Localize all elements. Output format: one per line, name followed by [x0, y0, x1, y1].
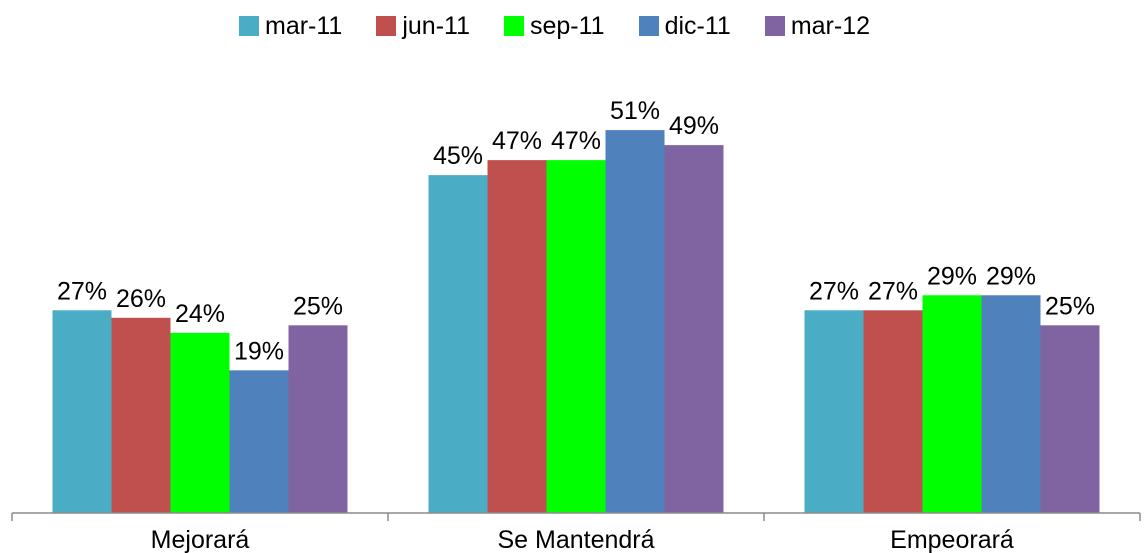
chart-legend: mar-11 jun-11 sep-11 dic-11 mar-12	[239, 10, 904, 42]
bar-dic-11-2	[981, 295, 1041, 513]
bar-mar-12-1	[664, 145, 724, 513]
legend-label: jun-11	[402, 11, 470, 40]
bar-jun-11-0	[111, 317, 171, 513]
legend-item-jun-11: jun-11	[376, 11, 470, 40]
data-label: 29%	[986, 262, 1036, 290]
category-tick-label: Empeorará	[890, 526, 1014, 553]
bar-mar-11-2	[804, 310, 864, 513]
legend-item-mar-11: mar-11	[239, 11, 343, 40]
data-label: 47%	[551, 127, 601, 155]
x-axis: Mejorará Se Mantendrá Empeorará	[11, 512, 1141, 553]
data-label: 26%	[116, 285, 166, 313]
data-label: 19%	[234, 337, 284, 365]
legend-swatch	[638, 16, 659, 36]
legend-item-sep-11: sep-11	[503, 11, 605, 40]
legend-swatch	[239, 16, 259, 36]
legend-item-dic-11: dic-11	[638, 11, 731, 40]
bar-mar-12-2	[1040, 325, 1100, 513]
data-label: 25%	[1045, 292, 1095, 320]
legend-swatch	[376, 16, 397, 36]
legend-label: mar-12	[790, 11, 871, 40]
bar-mar-11-0	[52, 310, 112, 513]
legend-label: dic-11	[664, 11, 731, 40]
data-label: 27%	[868, 277, 918, 305]
bars-layer	[52, 130, 1100, 513]
category-tick-label: Mejorará	[151, 526, 250, 553]
bar-mar-12-0	[288, 325, 348, 513]
legend-label: mar-11	[265, 11, 343, 40]
bar-sep-11-1	[546, 160, 606, 513]
legend-item-mar-12: mar-12	[764, 11, 871, 40]
legend-swatch	[503, 16, 524, 36]
bar-sep-11-0	[170, 332, 230, 513]
bar-dic-11-1	[605, 130, 665, 513]
data-label: 51%	[610, 97, 660, 125]
data-label: 24%	[175, 300, 225, 328]
legend-swatch	[764, 16, 785, 36]
bar-jun-11-1	[487, 160, 547, 513]
bar-sep-11-2	[922, 295, 982, 513]
data-label: 49%	[669, 112, 719, 140]
data-label: 47%	[492, 127, 542, 155]
data-label: 27%	[809, 277, 859, 305]
data-label: 45%	[433, 142, 483, 170]
category-tick-label: Se Mantendrá	[497, 526, 654, 553]
bar-mar-11-1	[428, 175, 488, 513]
data-label: 29%	[927, 262, 977, 290]
data-label: 27%	[57, 277, 107, 305]
bar-dic-11-0	[229, 370, 289, 513]
legend-label: sep-11	[529, 11, 605, 40]
data-label: 25%	[293, 292, 343, 320]
bar-jun-11-2	[863, 310, 923, 513]
data-labels-layer: 27% 26% 24% 19% 25% 45% 47% 47% 51% 49% 27% 27% 29% 2…	[57, 97, 1095, 365]
